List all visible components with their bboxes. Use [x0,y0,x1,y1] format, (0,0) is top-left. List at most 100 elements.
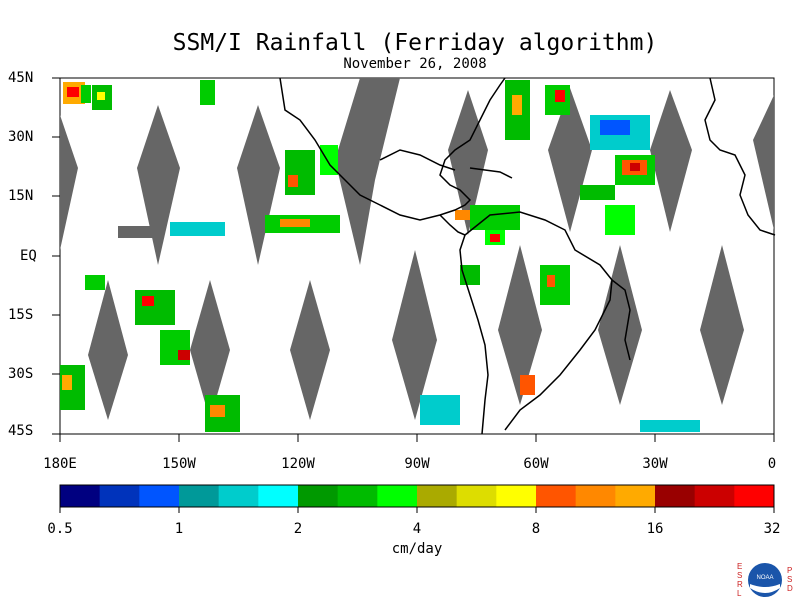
coastlines [279,77,776,435]
rain-patch [170,222,225,236]
coastline-europe-africa [704,77,776,236]
rain-patch-nw [63,82,91,104]
colorbar-swatch [179,485,220,507]
lon-label: 30W [642,456,668,472]
colorbar-swatch [417,485,458,507]
lon-label: 90W [404,456,430,472]
rain-patch [512,95,522,115]
colorbar-swatch [694,485,735,507]
coastline-north-america [279,77,506,221]
coastline-caribbean [469,167,513,179]
colorbar-swatch [536,485,577,507]
svg-text:S: S [737,571,742,580]
colorbar-tick-label: 16 [646,521,664,537]
colorbar-swatch [99,485,140,507]
colorbar-swatch [456,485,497,507]
swath-gap [498,245,542,405]
rain-patch [470,205,520,230]
coastline-central-america [439,214,466,236]
colorbar-swatch [139,485,180,507]
lon-label: 60W [523,456,549,472]
lon-label: 180E [43,456,77,472]
map-ticks [52,77,775,442]
rain-patch [178,350,190,360]
colorbar-tick-label: 0.5 [47,521,73,537]
svg-text:R: R [737,580,743,589]
swath-gap [137,105,180,265]
colorbar-tick-label: 32 [763,521,781,537]
rain-patch [280,219,310,227]
colorbar-swatch [734,485,775,507]
lon-label: 120W [281,456,315,472]
rain-patch [555,90,565,102]
rain-patch [97,92,105,100]
colorbar-tick-label: 1 [174,521,184,537]
swath-gap [392,250,437,420]
lon-label: 150W [162,456,196,472]
swath-gap [548,88,592,232]
rain-patch [210,405,225,417]
rain-patch [420,395,460,425]
colorbar [59,484,775,513]
rain-patch [85,275,105,290]
rain-patch [520,375,535,395]
rain-patch [547,275,555,287]
rain-patch [200,80,215,105]
rain-patch [640,420,700,432]
coastline-brazil-east [611,279,631,361]
swath-gap [88,280,128,420]
svg-text:P: P [787,566,792,575]
svg-text:NOAA: NOAA [756,575,773,581]
swath-gap [118,226,153,238]
colorbar-tick-label: 2 [293,521,303,537]
rain-patch [600,120,630,135]
swath-gap [60,115,78,250]
svg-text:E: E [737,562,742,571]
colorbar-unit: cm/day [391,541,443,557]
swath-gap [335,78,400,265]
rain-patch [580,185,615,200]
colorbar-swatch [60,485,101,507]
svg-text:L: L [737,589,742,598]
svg-text:D: D [787,584,793,593]
colorbar-swatch [337,485,378,507]
lat-label: 30N [8,129,34,145]
swath-gaps [60,78,774,420]
logo-right-letters: PSD [787,566,793,593]
lat-label: 45S [8,423,34,439]
colorbar-tick-label: 4 [412,521,422,537]
swath-gap [190,280,230,420]
rain-patch [135,290,175,325]
svg-text:S: S [787,575,792,584]
colorbar-swatch [298,485,339,507]
lat-label: 15S [8,307,34,323]
rain-patch [605,205,635,235]
rain-patches [60,80,700,432]
colorbar-tick-label: 8 [531,521,541,537]
rain-patch [285,150,315,195]
swath-gap [700,245,744,405]
swath-gap [650,90,692,232]
map-subtitle: November 26, 2008 [343,56,487,72]
rain-patch [490,234,500,242]
colorbar-swatch [575,485,616,507]
colorbar-swatch [496,485,537,507]
lat-label: 15N [8,188,34,204]
lat-label: EQ [20,248,37,264]
rain-patch [142,296,154,306]
lat-label: 30S [8,366,34,382]
swath-gap [753,95,774,230]
lat-label: 45N [8,70,34,86]
rain-patch [288,175,298,187]
rain-patch [62,375,72,390]
swath-gap [237,105,280,265]
colorbar-swatch [615,485,656,507]
coastline-gulf [379,149,456,171]
swath-gap [448,90,488,235]
rain-patch [455,210,470,220]
colorbar-swatch [258,485,299,507]
swath-gap [598,245,642,405]
